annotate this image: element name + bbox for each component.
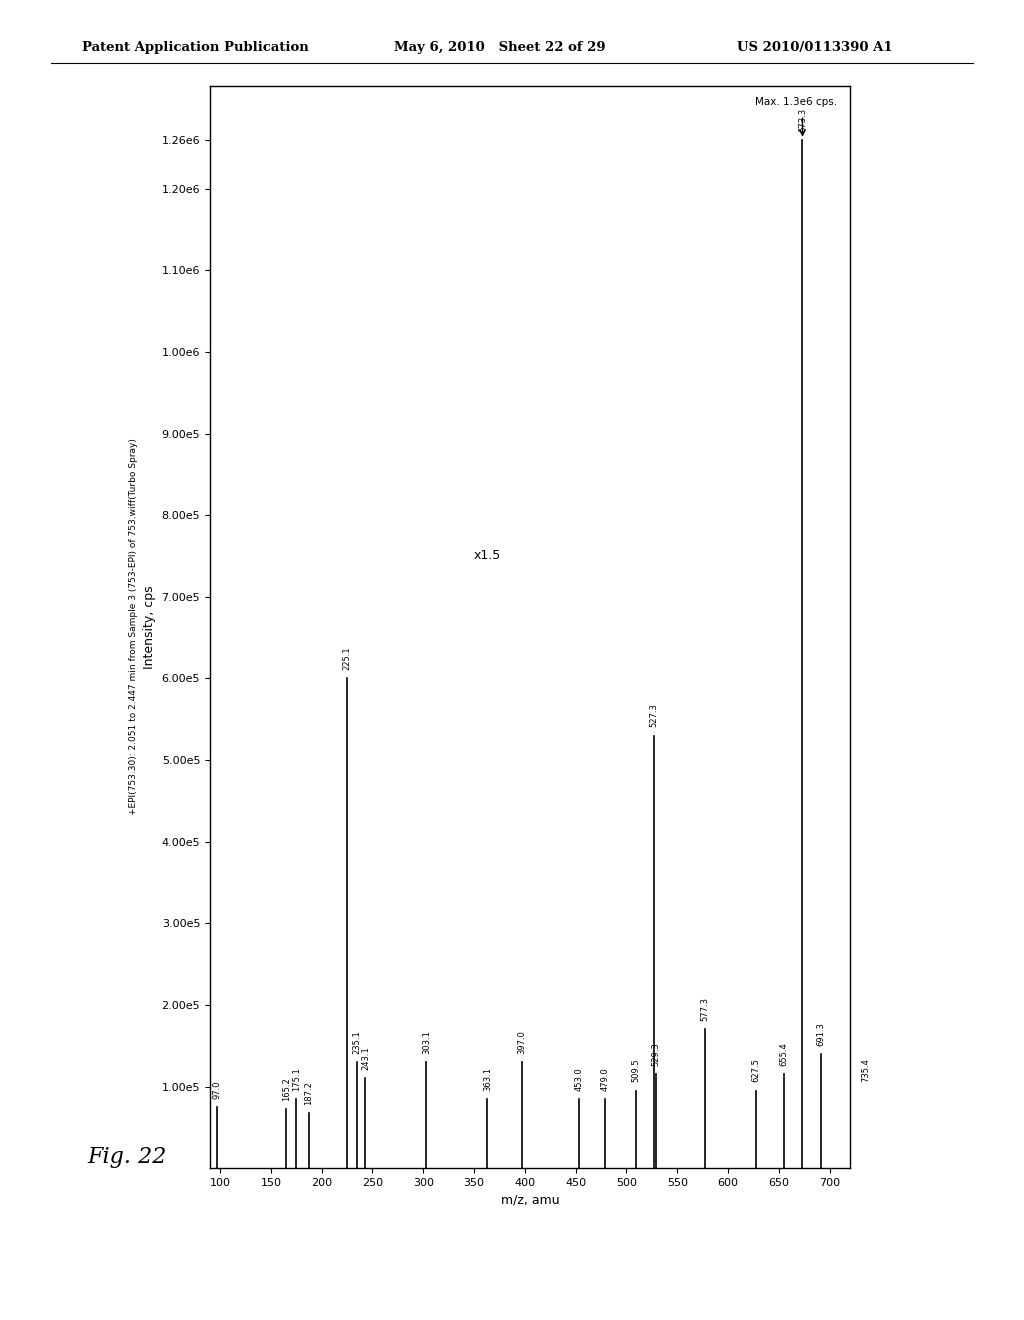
Text: 453.0: 453.0 [574,1067,584,1090]
X-axis label: m/z, amu: m/z, amu [501,1193,559,1206]
Text: Max. 1.3e6 cps.: Max. 1.3e6 cps. [755,96,838,107]
Text: 735.4: 735.4 [861,1059,870,1082]
Text: x1.5: x1.5 [474,549,502,562]
Text: Fig. 22: Fig. 22 [87,1146,167,1168]
Text: 175.1: 175.1 [292,1067,301,1090]
Text: Patent Application Publication: Patent Application Publication [82,41,308,54]
Text: 509.5: 509.5 [632,1059,641,1082]
Text: 673.3: 673.3 [798,107,807,132]
Text: +EPI(753.30): 2.051 to 2.447 min from Sample 3 (753-EPI) of 753.wiff(Turbo Spray: +EPI(753.30): 2.051 to 2.447 min from Sa… [129,438,137,816]
Text: 397.0: 397.0 [517,1030,526,1053]
Text: 363.1: 363.1 [483,1067,492,1090]
Text: US 2010/0113390 A1: US 2010/0113390 A1 [737,41,893,54]
Text: 303.1: 303.1 [422,1030,431,1053]
Text: 165.2: 165.2 [282,1077,291,1101]
Text: 235.1: 235.1 [353,1030,361,1053]
Y-axis label: Intensity, cps: Intensity, cps [143,585,156,669]
Text: 691.3: 691.3 [816,1022,825,1045]
Text: 243.1: 243.1 [360,1047,370,1071]
Text: May 6, 2010   Sheet 22 of 29: May 6, 2010 Sheet 22 of 29 [394,41,606,54]
Text: 225.1: 225.1 [343,647,351,671]
Text: 187.2: 187.2 [304,1081,313,1105]
Text: 577.3: 577.3 [700,998,710,1022]
Text: 529.3: 529.3 [651,1043,660,1067]
Text: 479.0: 479.0 [601,1067,609,1090]
Text: 655.4: 655.4 [780,1043,788,1067]
Text: 97.0: 97.0 [213,1080,221,1098]
Text: 627.5: 627.5 [752,1059,761,1082]
Text: 527.3: 527.3 [649,704,658,727]
